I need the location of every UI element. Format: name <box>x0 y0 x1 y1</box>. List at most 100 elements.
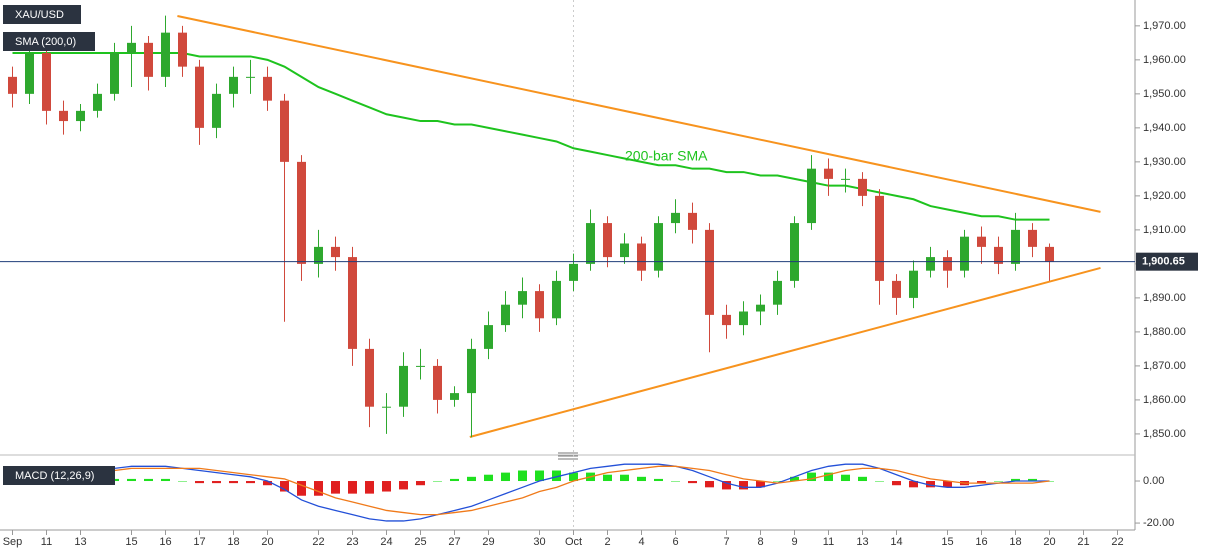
x-tick-label: 20 <box>1043 536 1055 548</box>
candle-body <box>620 243 629 258</box>
histogram-bar <box>348 481 357 494</box>
histogram-bar <box>144 478 153 482</box>
candle-body <box>399 365 408 407</box>
histogram-bar <box>1028 478 1037 482</box>
histogram-bar <box>807 472 816 482</box>
y2-tick-label: 0.00 <box>1143 475 1164 487</box>
y-tick-label: 1,970.00 <box>1143 20 1186 32</box>
y-tick-label: 1,920.00 <box>1143 190 1186 202</box>
x-tick-label: 22 <box>312 536 324 548</box>
x-tick-label: 16 <box>975 536 987 548</box>
candle-body <box>433 365 442 400</box>
y-tick-label: 1,880.00 <box>1143 326 1186 338</box>
candle-body <box>739 311 748 326</box>
candle-body <box>212 93 221 128</box>
histogram-bar <box>484 474 493 482</box>
candle-body <box>603 223 612 258</box>
candle-body <box>59 110 68 122</box>
panel-handle[interactable] <box>558 452 578 460</box>
candle-body <box>875 195 884 281</box>
candle-body <box>467 348 476 394</box>
histogram-bar <box>654 478 663 482</box>
candle-body <box>416 365 425 367</box>
histogram-bar <box>620 474 629 482</box>
histogram-bar <box>705 481 714 488</box>
last-price-label: 1,900.65 <box>1142 256 1185 268</box>
candle-body <box>705 229 714 315</box>
candle-body <box>1028 229 1037 247</box>
macd-label: MACD (12,26,9) <box>15 470 94 482</box>
sma-label: SMA (200,0) <box>15 36 76 48</box>
histogram-bar <box>603 474 612 482</box>
histogram-bar <box>280 481 289 492</box>
y-tick-label: 1,870.00 <box>1143 360 1186 372</box>
histogram-bar <box>365 481 374 494</box>
x-tick-label: 23 <box>346 536 358 548</box>
candle-body <box>892 280 901 298</box>
candle-body <box>263 76 272 101</box>
candle-body <box>450 393 459 400</box>
candle-body <box>297 161 306 264</box>
histogram-bar <box>739 481 748 490</box>
histogram-bar <box>909 481 918 488</box>
candle-body <box>824 168 833 179</box>
x-tick-label: 8 <box>757 536 763 548</box>
candle-body <box>943 257 952 271</box>
candle-body <box>110 53 119 94</box>
histogram-bar <box>450 478 459 482</box>
histogram-bar <box>178 481 187 482</box>
candle-body <box>773 280 782 305</box>
x-tick-label: 30 <box>533 536 545 548</box>
candle-body <box>501 304 510 326</box>
candle-body <box>569 263 578 281</box>
x-tick-label: 21 <box>1077 536 1089 548</box>
histogram-bar <box>314 481 323 496</box>
candle-body <box>178 32 187 67</box>
candle-body <box>688 212 697 230</box>
x-tick-label: 13 <box>74 536 86 548</box>
candle-body <box>331 246 340 258</box>
histogram-bar <box>535 470 544 482</box>
histogram-bar <box>127 478 136 482</box>
x-tick-label: Oct <box>565 536 582 548</box>
histogram-bar <box>671 481 680 482</box>
candle-body <box>246 76 255 78</box>
y-tick-label: 1,960.00 <box>1143 54 1186 66</box>
candle-body <box>858 178 867 196</box>
candle-body <box>722 314 731 326</box>
histogram-bar <box>331 481 340 494</box>
histogram-bar <box>637 476 646 482</box>
trendline <box>469 267 1101 438</box>
x-tick-label: 15 <box>125 536 137 548</box>
candle-body <box>144 42 153 77</box>
x-tick-label: 11 <box>41 536 52 548</box>
x-tick-label: 27 <box>448 536 460 548</box>
y2-tick-label: -20.00 <box>1143 517 1174 529</box>
histogram-bar <box>977 481 986 484</box>
candle-body <box>25 53 34 94</box>
candle-body <box>314 246 323 264</box>
y-tick-label: 1,910.00 <box>1143 224 1186 236</box>
histogram-bar <box>926 481 935 488</box>
candle-body <box>535 291 544 319</box>
x-tick-label: 14 <box>890 536 902 548</box>
legend-box <box>3 32 95 51</box>
candle-body <box>807 168 816 224</box>
candle-body <box>960 236 969 271</box>
candle-body <box>977 236 986 247</box>
x-tick-label: 7 <box>723 536 729 548</box>
legend-box <box>3 466 115 485</box>
x-tick-label: 4 <box>638 536 644 548</box>
candle-body <box>127 42 136 54</box>
histogram-bar <box>824 472 833 482</box>
candle-body <box>1045 246 1054 262</box>
candle-body <box>229 76 238 94</box>
x-tick-label: 25 <box>414 536 426 548</box>
histogram-bar <box>518 470 527 482</box>
candle-body <box>8 76 17 94</box>
histogram-bar <box>1011 478 1020 482</box>
histogram-bar <box>892 481 901 486</box>
x-tick-label: 16 <box>159 536 171 548</box>
candle-body <box>671 212 680 224</box>
